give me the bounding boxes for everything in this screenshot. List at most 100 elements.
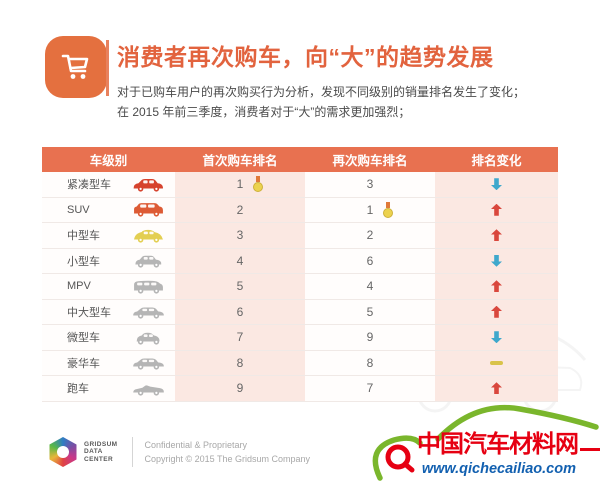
rank-up-icon: [491, 280, 502, 293]
table-row: 跑车 9 7: [42, 376, 558, 402]
mini-car-icon: [136, 332, 160, 345]
first-rank-value: 8: [236, 355, 244, 370]
table-row: 小型车 4 6: [42, 248, 558, 274]
car-class-cell: 紧凑型车: [42, 172, 175, 197]
first-rank-cell: 5: [175, 274, 305, 299]
rank-change-cell: [435, 223, 558, 248]
col-header-rank-change: 排名变化: [471, 154, 522, 168]
first-rank-value: 5: [236, 279, 244, 294]
car-class-label: 跑车: [67, 383, 89, 396]
first-rank-cell: 8: [175, 350, 305, 375]
footer-divider: [131, 437, 133, 467]
site-name-text: 中国汽车材料网: [417, 431, 579, 458]
table-row: 中型车 3 2: [42, 223, 558, 249]
repeat-rank-cell: 9: [305, 325, 435, 350]
rank-change-cell: [435, 350, 558, 375]
car-class-label: 紧凑型车: [67, 179, 111, 192]
table-row: 微型车 7 9: [42, 325, 558, 351]
rank-change-cell: [435, 299, 558, 324]
car-class-cell: 微型车: [42, 325, 175, 350]
sports-car-icon: [133, 385, 164, 396]
table-row: MPV 5 4: [42, 274, 558, 300]
first-rank-cell: 7: [175, 325, 305, 350]
car-class-cell: 跑车: [42, 376, 175, 401]
beetle-car-icon: [134, 229, 163, 243]
rank-up-icon: [491, 203, 502, 216]
first-rank-cell: 4: [175, 248, 305, 273]
rank-change-cell: [435, 172, 558, 197]
first-rank-value: 3: [236, 228, 244, 243]
rank-up-icon: [491, 305, 502, 318]
table-row: 中大型车 6 5: [42, 299, 558, 325]
car-class-cell: 中大型车: [42, 300, 175, 325]
repeat-rank-value: 1: [366, 202, 374, 217]
col-header-repeat-rank: 再次购车排名: [332, 154, 408, 168]
luxury-car-icon: [133, 358, 164, 370]
table-row: SUV 2 1: [42, 197, 558, 223]
repeat-rank-cell: 2: [305, 223, 435, 248]
rank-up-icon: [491, 382, 502, 395]
repeat-rank-value: 8: [366, 355, 374, 370]
large-sedan-icon: [133, 307, 164, 319]
rank-change-cell: [435, 248, 558, 273]
first-rank-value: 9: [236, 381, 244, 396]
repeat-rank-cell: 6: [305, 249, 435, 274]
copyright-line: Copyright © 2015 The Gridsum Company: [144, 454, 311, 464]
rank-down-icon: [491, 331, 502, 344]
car-class-cell: MPV: [42, 274, 175, 299]
rank-down-icon: [491, 254, 502, 267]
first-rank-cell: 6: [175, 299, 305, 324]
car-class-cell: 中型车: [42, 223, 175, 248]
car-class-label: 中型车: [67, 230, 100, 243]
first-rank-value: 2: [236, 202, 244, 217]
repeat-rank-value: 3: [366, 177, 374, 192]
subtitle-line-1: 对于已购车用户的再次购买行为分析，发现不同级别的销量排名发生了变化；: [117, 85, 526, 99]
rank-change-cell: [435, 376, 558, 401]
col-header-first-rank: 首次购车排名: [202, 154, 278, 168]
first-rank-value: 1: [236, 177, 244, 192]
table-row: 豪华车 8 8: [42, 350, 558, 376]
car-class-label: SUV: [67, 203, 90, 216]
shopping-cart-icon: [45, 36, 107, 98]
table-body: 紧凑型车 1 3 SUV 2 1 中型车: [42, 172, 558, 402]
repeat-rank-cell: 4: [305, 274, 435, 299]
car-class-label: 中大型车: [67, 306, 111, 319]
car-class-label: 微型车: [67, 332, 100, 345]
first-rank-value: 7: [236, 330, 244, 345]
first-rank-cell: 9: [175, 376, 305, 401]
car-class-cell: 豪华车: [42, 351, 175, 376]
repeat-rank-cell: 1: [305, 198, 435, 223]
first-rank-cell: 3: [175, 223, 305, 248]
repeat-rank-value: 7: [366, 381, 374, 396]
hatchback-car-icon: [133, 178, 163, 192]
rank-up-icon: [491, 229, 502, 242]
gridsum-logo-icon: [49, 437, 77, 467]
table-row: 紧凑型车 1 3: [42, 172, 558, 198]
repeat-rank-value: 9: [366, 330, 374, 345]
site-url-text: www.qichecailiao.com: [421, 461, 576, 477]
ranking-table: 车级别 首次购车排名 再次购车排名 排名变化 紧凑型车 1 3 SUV 2: [42, 147, 558, 402]
rank-change-cell: [435, 197, 558, 222]
page-subtitle: 对于已购车用户的再次购买行为分析，发现不同级别的销量排名发生了变化； 在 201…: [117, 82, 577, 122]
col-header-car-class: 车级别: [89, 154, 128, 168]
cart-glyph: [61, 54, 89, 79]
first-rank-cell: 2: [175, 197, 305, 222]
car-class-label: 豪华车: [67, 357, 100, 370]
gridsum-logo-text: GRIDSUM DATA CENTER: [84, 440, 118, 463]
repeat-rank-cell: 7: [305, 376, 435, 401]
gold-medal-icon: [253, 176, 263, 192]
small-car-icon: [135, 255, 162, 268]
rank-change-cell: [435, 325, 558, 350]
title-accent-rule: [106, 40, 109, 96]
repeat-rank-value: 6: [366, 253, 374, 268]
first-rank-cell: 1: [175, 172, 305, 197]
repeat-rank-cell: 8: [305, 351, 435, 376]
footer-legal: Confidential & Proprietary Copyright © 2…: [145, 438, 311, 466]
subtitle-line-2: 在 2015 年前三季度，消费者对于“大”的需求更加强烈；: [117, 105, 411, 119]
table-header-row: 车级别 首次购车排名 再次购车排名 排名变化: [42, 147, 558, 172]
car-class-cell: SUV: [42, 198, 175, 223]
page-title: 消费者再次购车，向“大”的趋势发展: [117, 44, 494, 70]
confidential-line: Confidential & Proprietary: [144, 440, 248, 450]
car-class-label: MPV: [67, 280, 91, 293]
